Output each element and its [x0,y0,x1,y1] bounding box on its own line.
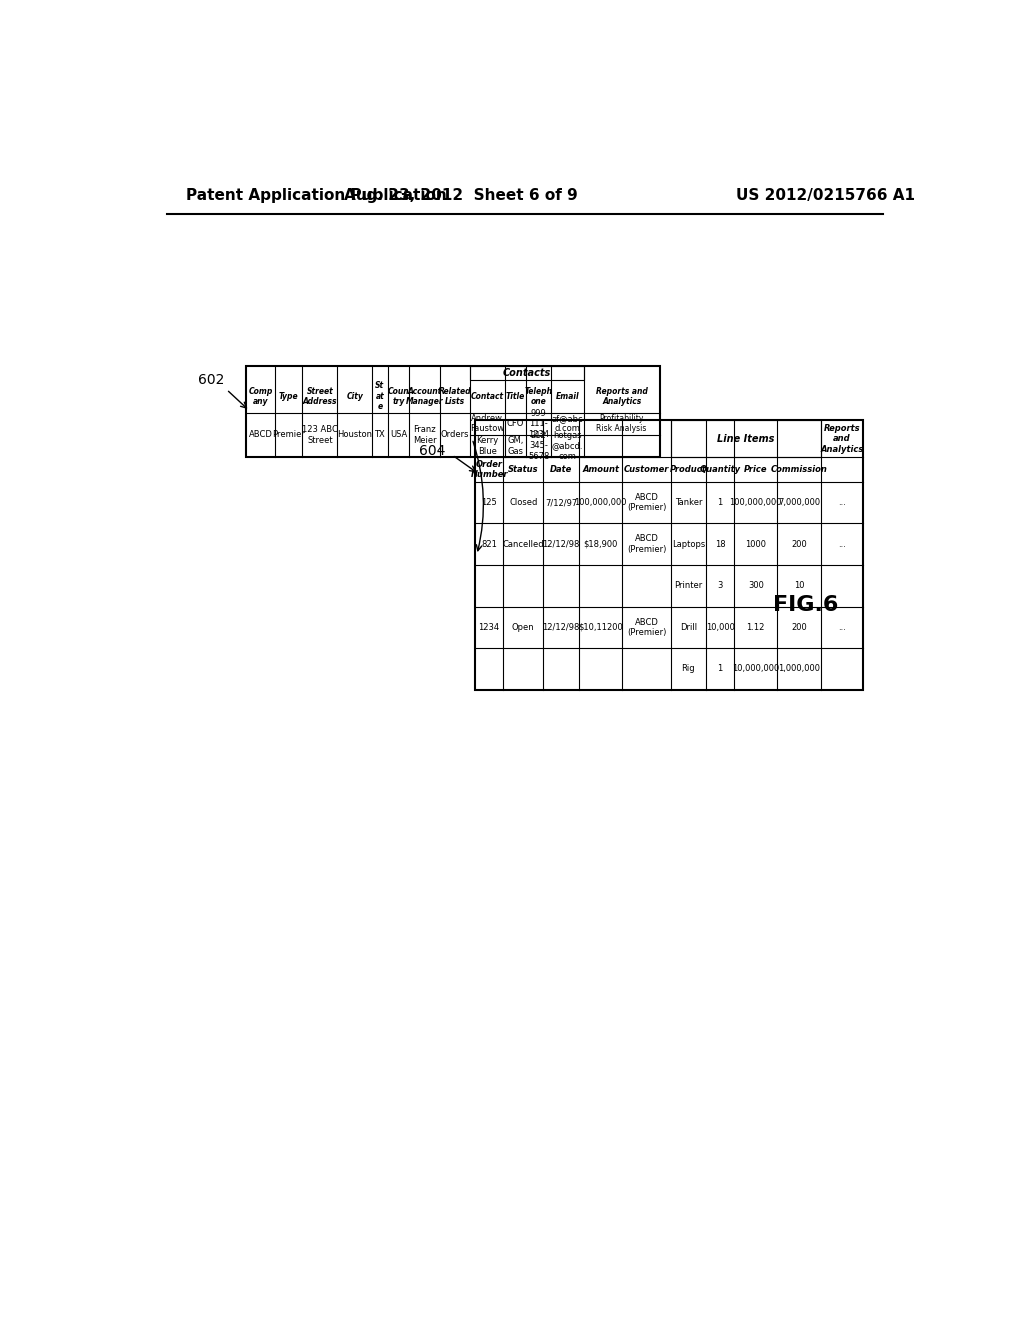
Text: Reports and
Analytics: Reports and Analytics [596,387,647,407]
Text: Aug. 23, 2012  Sheet 6 of 9: Aug. 23, 2012 Sheet 6 of 9 [344,187,579,203]
Text: 604: 604 [420,444,445,458]
Text: 123 ABC
Street: 123 ABC Street [302,425,338,445]
Text: 12/12/98: 12/12/98 [543,540,580,549]
Text: 1,000,000: 1,000,000 [778,664,820,673]
Text: ABCD
(Premier): ABCD (Premier) [627,535,667,554]
Text: Customer: Customer [624,465,669,474]
Text: $18,900: $18,900 [584,540,617,549]
Text: 999
111-
1234: 999 111- 1234 [528,409,549,438]
Text: 1.12: 1.12 [746,623,765,632]
Text: Closed: Closed [509,498,538,507]
Bar [671,420,821,457]
Text: Premier: Premier [272,430,305,440]
Text: hotgas
@abcd.
com: hotgas @abcd. com [552,432,584,461]
Text: 125: 125 [481,498,497,507]
Text: USA: USA [390,430,408,440]
Text: US 2012/0215766 A1: US 2012/0215766 A1 [736,187,915,203]
Text: Product: Product [670,465,707,474]
Text: 1: 1 [718,664,723,673]
Text: 12/12/98: 12/12/98 [543,623,580,632]
Text: Laptops: Laptops [672,540,705,549]
Text: ...: ... [838,498,846,507]
Text: ...: ... [838,623,846,632]
Text: Email: Email [556,392,580,401]
Text: 200: 200 [792,623,807,632]
Text: Teleph
one: Teleph one [524,387,553,407]
Text: 1000: 1000 [745,540,766,549]
Text: 7/12/97: 7/12/97 [545,498,578,507]
Text: Comp
any: Comp any [249,387,272,407]
Text: Line Items: Line Items [717,434,774,444]
Text: 18: 18 [715,540,725,549]
Text: Title: Title [506,392,525,401]
Text: 10,000,000: 10,000,000 [732,664,779,673]
Text: Contacts: Contacts [503,368,551,379]
Text: Kerry
Blue: Kerry Blue [476,437,499,455]
Text: Type: Type [279,392,299,401]
Text: 100,000,000: 100,000,000 [574,498,627,507]
Text: Orders: Orders [440,430,469,440]
Text: 3: 3 [718,581,723,590]
Text: Commission: Commission [771,465,827,474]
Text: 10: 10 [794,581,805,590]
Text: City: City [346,392,364,401]
Text: ABCD
(Premier): ABCD (Premier) [627,492,667,512]
Text: Quantity: Quantity [699,465,740,474]
Text: Cancelled: Cancelled [503,540,544,549]
Text: Street
Address: Street Address [302,387,337,407]
Text: CFO: CFO [507,420,524,428]
Text: ...: ... [838,540,846,549]
Text: 10,000: 10,000 [706,623,734,632]
Text: Coun
try: Coun try [388,387,410,407]
Bar [246,367,659,457]
Text: Houston: Houston [337,430,372,440]
Text: af@abc
d.com: af@abc d.com [552,414,584,433]
Text: GM,
Gas: GM, Gas [507,437,523,455]
Bar [470,367,584,380]
Text: 602: 602 [198,374,224,387]
Text: 1: 1 [718,498,723,507]
Text: Reports
and
Analytics: Reports and Analytics [820,424,863,454]
Text: 200: 200 [792,540,807,549]
Text: Printer: Printer [674,581,702,590]
Text: 821: 821 [481,540,497,549]
Text: 7,000,000: 7,000,000 [778,498,820,507]
Text: St
at
e: St at e [376,381,384,412]
Text: Price: Price [744,465,768,474]
Text: 300: 300 [748,581,764,590]
Text: Open: Open [512,623,535,632]
Text: ABCD
(Premier): ABCD (Premier) [627,618,667,638]
Bar [475,420,862,689]
Text: Amount: Amount [583,465,620,474]
Text: Date: Date [550,465,572,474]
Text: Franz
Meier: Franz Meier [413,425,436,445]
Text: 212
345-
5678: 212 345- 5678 [528,432,550,461]
Text: Drill: Drill [680,623,697,632]
Text: TX: TX [375,430,385,440]
Text: Related
Lists: Related Lists [438,387,471,407]
Text: 1234: 1234 [478,623,500,632]
Text: FIG.6: FIG.6 [773,595,839,615]
Text: Andrew
Faustow: Andrew Faustow [470,414,505,433]
Text: ABCD: ABCD [249,430,272,440]
Text: Order
Number: Order Number [470,459,508,479]
Text: 100,000,000: 100,000,000 [729,498,782,507]
Text: Status: Status [508,465,539,474]
Text: Profitability
Risk Analysis: Profitability Risk Analysis [597,414,647,433]
Text: $10,11200: $10,11200 [579,623,624,632]
Text: Account
Manager: Account Manager [406,387,443,407]
Text: Rig: Rig [682,664,695,673]
Text: Tanker: Tanker [675,498,702,507]
Text: Patent Application Publication: Patent Application Publication [186,187,446,203]
Text: Contact: Contact [471,392,504,401]
